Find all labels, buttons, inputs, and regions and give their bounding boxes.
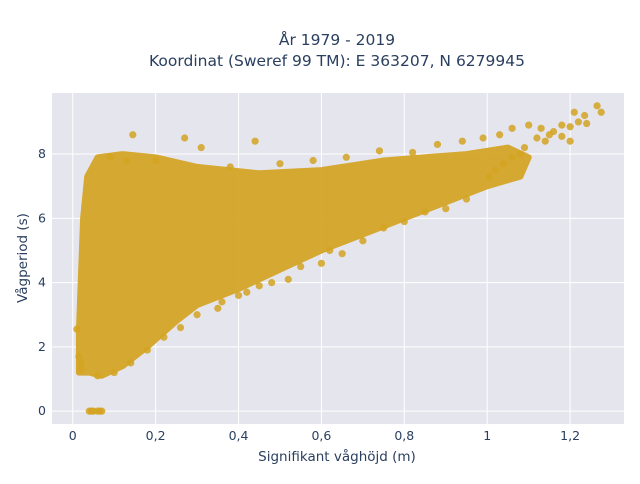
data-point — [593, 102, 601, 110]
chart-title-line-2: Koordinat (Sweref 99 TM): E 363207, N 62… — [149, 52, 525, 70]
data-point — [500, 160, 508, 168]
data-point — [359, 237, 367, 245]
dense-point-cloud — [75, 144, 532, 379]
data-point — [574, 118, 583, 126]
data-point — [96, 407, 104, 415]
data-point — [75, 352, 83, 361]
data-point — [87, 407, 95, 415]
data-point — [77, 365, 85, 373]
data-point — [541, 137, 549, 145]
data-point — [197, 144, 205, 152]
data-point — [226, 163, 234, 171]
x-tick-label: 0,4 — [229, 428, 249, 443]
data-point — [234, 291, 243, 300]
data-point — [127, 359, 135, 367]
data-point — [255, 282, 263, 290]
data-point — [214, 304, 222, 312]
x-tick-label: 1,2 — [560, 428, 580, 443]
data-point — [129, 131, 137, 139]
y-tick-label: 2 — [38, 339, 46, 354]
data-point — [442, 205, 450, 213]
data-point — [375, 147, 384, 155]
data-point — [400, 217, 408, 226]
data-point — [496, 131, 504, 139]
data-point — [193, 311, 201, 319]
data-point — [485, 172, 493, 181]
data-point — [558, 132, 566, 140]
data-point — [421, 208, 429, 216]
x-tick-label: 0,8 — [394, 428, 414, 443]
data-point — [479, 134, 487, 142]
data-point — [181, 134, 189, 142]
data-point — [106, 153, 114, 161]
data-point — [284, 275, 292, 283]
data-point — [160, 333, 168, 341]
y-tick-label: 0 — [38, 403, 46, 418]
data-point — [243, 288, 251, 296]
data-point — [73, 325, 81, 333]
data-point — [143, 346, 151, 354]
x-tick-label: 1 — [483, 428, 491, 443]
data-point — [77, 359, 85, 367]
chart-title-line-1: År 1979 - 2019 — [279, 30, 395, 49]
data-point — [458, 137, 466, 145]
y-tick-label: 8 — [38, 146, 46, 161]
y-tick-label: 4 — [38, 275, 46, 290]
data-point — [93, 372, 102, 380]
data-point — [176, 323, 185, 332]
data-point — [566, 137, 574, 145]
data-point — [583, 119, 591, 128]
data-point — [251, 137, 259, 145]
x-axis-title: Signifikant våghöjd (m) — [258, 448, 416, 465]
data-point — [597, 108, 605, 116]
data-point — [516, 150, 524, 158]
x-tick-label: 0 — [69, 428, 77, 443]
data-point — [462, 195, 471, 203]
data-point — [276, 160, 284, 168]
data-point — [533, 134, 541, 142]
data-point — [508, 124, 516, 132]
x-tick-label: 0,6 — [311, 428, 331, 443]
data-point — [537, 124, 545, 132]
y-axis-title: Vågperiod (s) — [14, 213, 31, 303]
data-point — [379, 224, 388, 232]
x-tick-label: 0,2 — [146, 428, 166, 443]
data-point — [545, 131, 553, 139]
data-point — [570, 108, 578, 116]
data-point — [558, 121, 566, 129]
data-point — [433, 140, 442, 149]
data-point — [152, 156, 160, 165]
data-point — [566, 123, 574, 131]
data-point — [326, 246, 334, 255]
data-point — [491, 166, 500, 174]
data-point — [581, 111, 589, 120]
y-tick-label: 6 — [38, 210, 46, 225]
data-point — [123, 156, 131, 165]
data-point — [110, 368, 118, 377]
data-point — [297, 262, 305, 271]
data-point — [268, 279, 276, 287]
data-point — [309, 156, 317, 165]
data-point — [525, 121, 533, 129]
data-point — [409, 148, 417, 157]
data-point — [508, 153, 516, 161]
data-point — [338, 250, 346, 258]
data-point — [520, 144, 529, 152]
data-point — [218, 298, 226, 306]
data-point — [317, 259, 326, 267]
data-point — [342, 153, 350, 161]
